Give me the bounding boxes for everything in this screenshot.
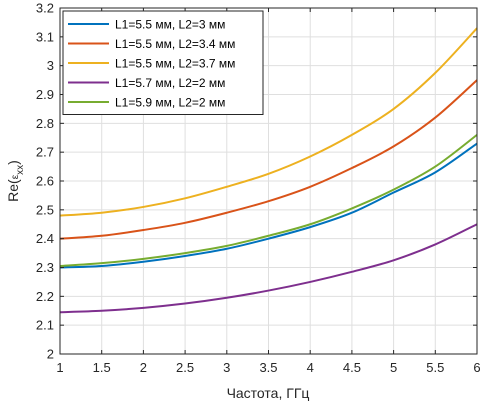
y-axis-label-symbol: ε	[10, 174, 21, 179]
y-tick-label: 2.2	[36, 289, 54, 304]
y-axis-label-suffix: )	[5, 160, 21, 165]
y-tick-label: 2.3	[36, 260, 54, 275]
y-tick-label: 2.4	[36, 231, 54, 246]
x-tick-label: 2.5	[176, 360, 194, 375]
y-tick-label: 3.1	[36, 29, 54, 44]
x-tick-label: 2	[140, 360, 147, 375]
y-tick-label: 3	[47, 58, 54, 73]
y-tick-label: 2.6	[36, 174, 54, 189]
x-axis-label: Частота, ГГц	[227, 385, 310, 401]
tick-layer: 1 1.5 2 2.5 3 3.5 4 4.5 5 5.5 6 2 2.1 2.2 2.3 2.4 2.5 2.6…	[36, 1, 481, 376]
y-tick-label: 2.5	[36, 202, 54, 217]
x-tick-label: 4	[307, 360, 314, 375]
y-tick-label: 3.2	[36, 1, 54, 16]
legend-entry-4: L1=5.7 мм, L2=2 мм	[115, 76, 225, 90]
x-tick-label: 3.5	[259, 360, 277, 375]
y-axis-label-prefix: Re(	[5, 179, 21, 202]
x-tick-label: 5.5	[426, 360, 444, 375]
x-tick-label: 1.5	[93, 360, 111, 375]
legend-entry-1: L1=5.5 мм, L2=3 мм	[115, 18, 225, 32]
x-tick-label: 1	[56, 360, 63, 375]
x-tick-label: 3	[223, 360, 230, 375]
legend-entry-3: L1=5.5 мм, L2=3.7 мм	[115, 57, 235, 71]
x-tick-label: 5	[390, 360, 397, 375]
series-layer	[59, 27, 478, 314]
series-line-1	[59, 142, 478, 269]
y-tick-label: 2.7	[36, 145, 54, 160]
legend-entry-2: L1=5.5 мм, L2=3.4 мм	[115, 37, 235, 51]
series-line-2	[59, 79, 478, 240]
y-tick-label: 2.9	[36, 87, 54, 102]
y-tick-label: 2.8	[36, 116, 54, 131]
x-tick-label: 6	[473, 360, 480, 375]
y-axis-label-subscript: xx	[15, 165, 26, 175]
legend-entry-5: L1=5.9 мм, L2=2 мм	[115, 96, 225, 110]
x-tick-label: 4.5	[343, 360, 361, 375]
y-axis-label: Re(εxx)	[5, 160, 26, 202]
legend: L1=5.5 мм, L2=3 мм L1=5.5 мм, L2=3.4 мм L1…	[62, 10, 264, 115]
series-line-4	[59, 223, 478, 314]
series-line-5	[59, 134, 478, 268]
y-tick-label: 2	[47, 347, 54, 362]
y-tick-label: 2.1	[36, 318, 54, 333]
series-line-3	[59, 27, 478, 217]
